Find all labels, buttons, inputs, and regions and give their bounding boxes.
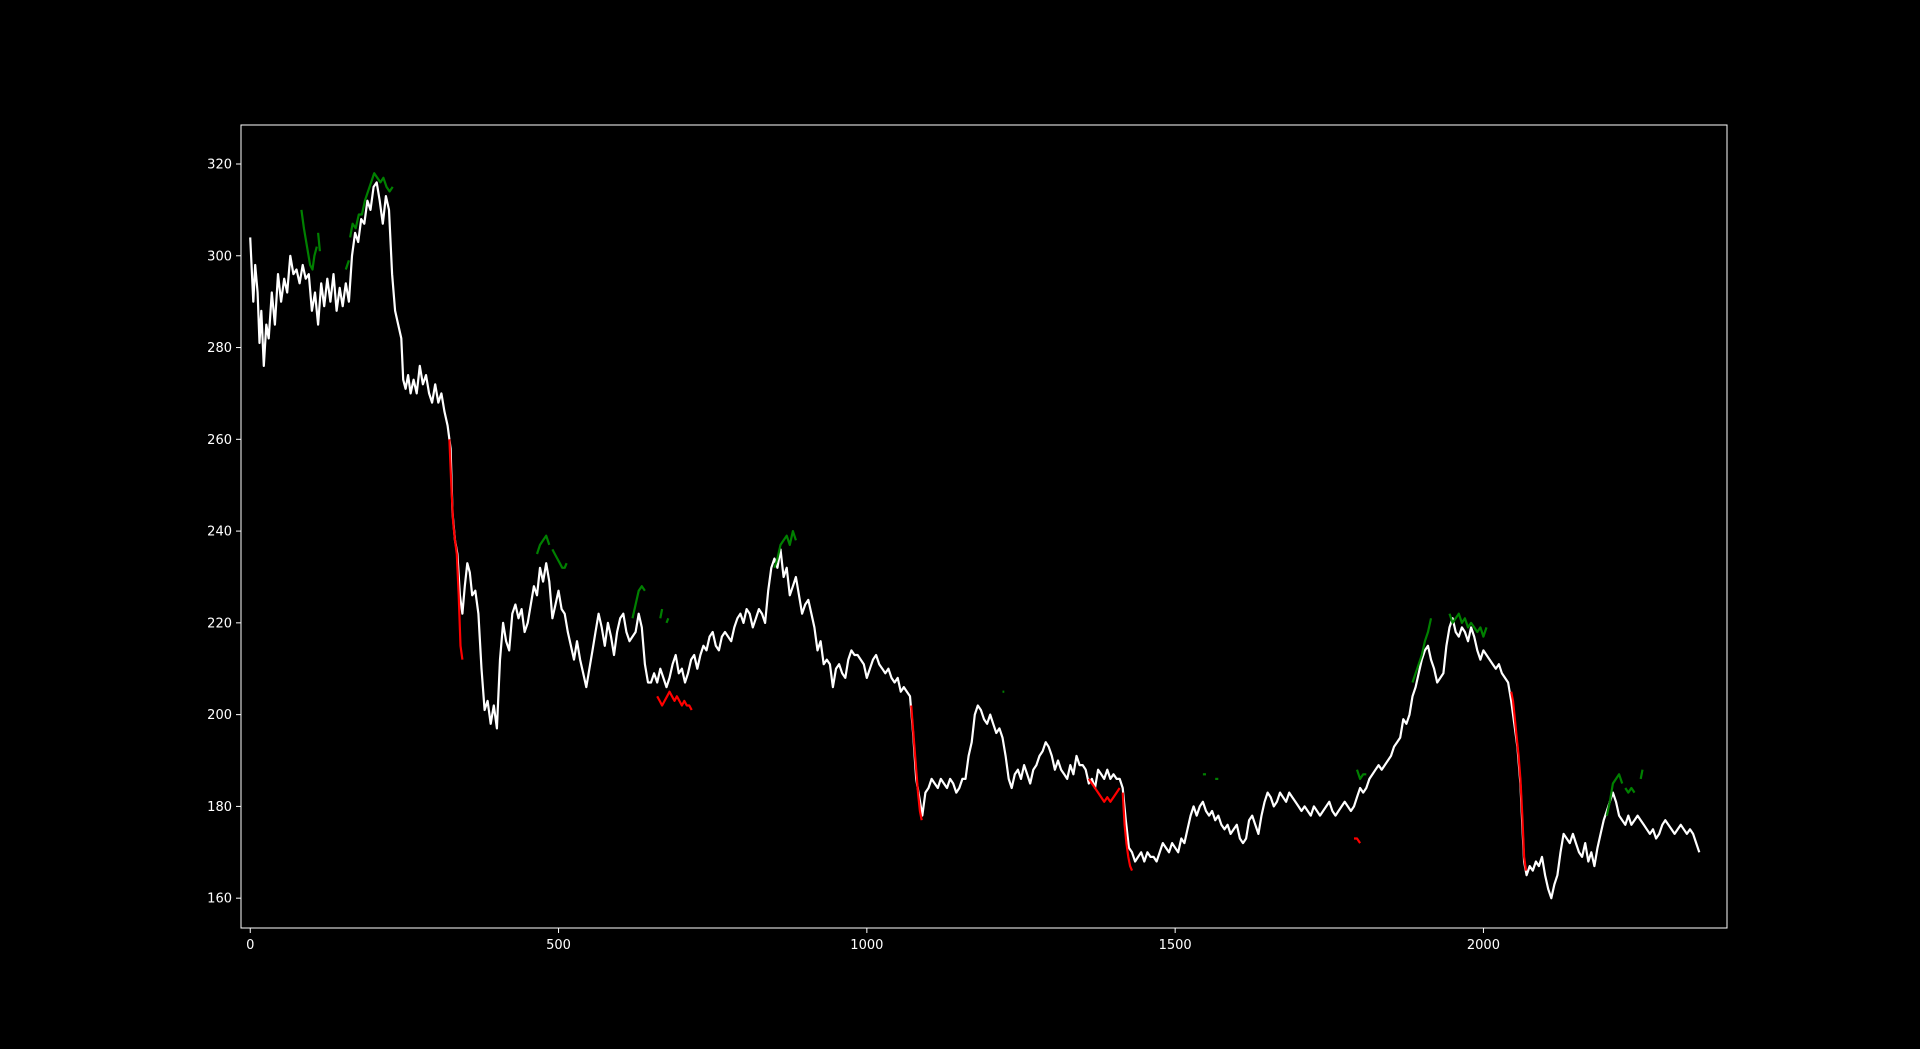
up-signal-line	[773, 529, 797, 569]
x-tick-label: 0	[246, 938, 254, 953]
up-signal-line	[300, 209, 318, 271]
up-signal-line	[349, 172, 394, 238]
up-signal-line	[1355, 769, 1367, 781]
up-signal-line	[1605, 773, 1624, 816]
axes: 0 500 1000 1500 2000 160 180 200 220 240 260 280 300…	[207, 124, 1728, 953]
up-signal-line	[665, 617, 670, 624]
down-signal-line	[448, 439, 464, 660]
y-tick-label: 300	[207, 249, 232, 264]
y-tick-label: 180	[207, 800, 232, 815]
up-signal-line	[344, 260, 350, 270]
y-tick-label: 220	[207, 616, 232, 631]
y-tick-label: 260	[207, 433, 232, 448]
y-tick-label: 200	[207, 708, 232, 723]
down-signal-line	[1087, 778, 1121, 803]
up-signal-line	[659, 608, 664, 619]
y-tick-label: 280	[207, 341, 232, 356]
down-signal-line	[1354, 837, 1362, 844]
y-tick-label: 240	[207, 525, 232, 540]
down-signal-line	[656, 690, 693, 711]
down-signal-line	[1121, 792, 1134, 872]
down-signal-line	[910, 705, 923, 821]
plot-frame	[240, 124, 1728, 929]
up-signal-line	[535, 534, 551, 555]
up-signal-line	[1624, 786, 1636, 794]
up-signal-line	[1448, 612, 1488, 638]
y-tick-label: 160	[207, 892, 232, 907]
up-signal-line	[1639, 769, 1644, 780]
y-tick-label: 320	[207, 158, 232, 173]
x-tick-label: 1500	[1159, 938, 1192, 953]
x-tick-label: 500	[546, 938, 571, 953]
up-signal-line	[317, 232, 321, 252]
x-tick-label: 1000	[850, 938, 883, 953]
up-signal-line	[551, 548, 568, 569]
up-signal-line	[631, 585, 646, 619]
up-signal-line	[1411, 618, 1433, 683]
down-signal-line	[1510, 691, 1528, 871]
price-line	[249, 181, 1701, 900]
plot-marks	[249, 172, 1701, 900]
x-tick-label: 2000	[1467, 938, 1500, 953]
